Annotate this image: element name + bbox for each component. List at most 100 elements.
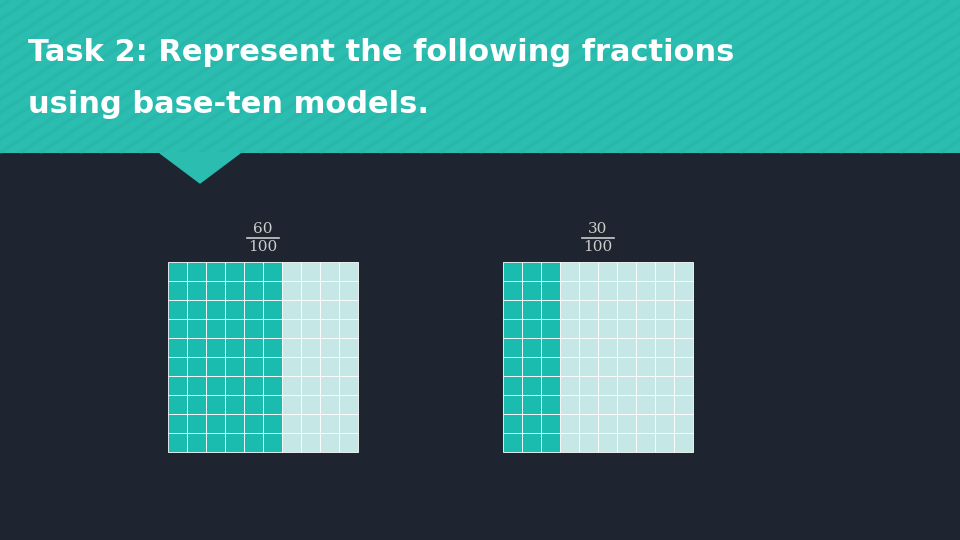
Bar bbox=[0, 0, 960, 153]
Bar bbox=[168, 376, 187, 395]
Bar bbox=[187, 300, 206, 319]
Bar bbox=[263, 300, 282, 319]
Bar bbox=[636, 376, 655, 395]
Bar bbox=[655, 281, 674, 300]
Text: 100: 100 bbox=[584, 240, 612, 254]
Text: Task 2: Represent the following fractions: Task 2: Represent the following fraction… bbox=[28, 38, 734, 67]
Bar bbox=[522, 319, 541, 338]
Bar bbox=[560, 300, 579, 319]
Bar bbox=[282, 338, 301, 357]
Bar bbox=[282, 357, 301, 376]
Bar bbox=[598, 395, 617, 414]
Bar bbox=[560, 376, 579, 395]
Bar bbox=[187, 433, 206, 452]
Bar bbox=[225, 300, 244, 319]
Bar bbox=[225, 262, 244, 281]
Bar bbox=[522, 300, 541, 319]
Bar bbox=[617, 395, 636, 414]
Bar bbox=[503, 395, 522, 414]
Bar bbox=[263, 262, 282, 281]
Bar bbox=[617, 376, 636, 395]
Bar bbox=[244, 414, 263, 433]
Bar bbox=[320, 376, 339, 395]
Bar bbox=[617, 414, 636, 433]
Bar bbox=[655, 376, 674, 395]
Bar bbox=[674, 319, 693, 338]
Bar bbox=[579, 281, 598, 300]
Bar bbox=[522, 414, 541, 433]
Bar bbox=[301, 433, 320, 452]
Bar bbox=[560, 319, 579, 338]
Bar bbox=[225, 414, 244, 433]
Bar bbox=[244, 281, 263, 300]
Bar bbox=[655, 433, 674, 452]
Bar bbox=[617, 262, 636, 281]
Bar bbox=[560, 357, 579, 376]
Bar bbox=[560, 338, 579, 357]
Bar bbox=[636, 300, 655, 319]
Bar bbox=[301, 395, 320, 414]
Bar bbox=[263, 338, 282, 357]
Bar bbox=[503, 300, 522, 319]
Bar bbox=[522, 433, 541, 452]
Bar bbox=[301, 338, 320, 357]
Bar bbox=[503, 338, 522, 357]
Bar bbox=[541, 433, 560, 452]
Bar bbox=[225, 357, 244, 376]
Bar bbox=[598, 338, 617, 357]
Bar bbox=[168, 262, 187, 281]
Bar bbox=[320, 433, 339, 452]
Bar bbox=[560, 262, 579, 281]
Bar bbox=[598, 281, 617, 300]
Text: 60: 60 bbox=[253, 222, 273, 236]
Bar bbox=[579, 414, 598, 433]
Bar bbox=[503, 319, 522, 338]
Bar bbox=[636, 262, 655, 281]
Bar bbox=[263, 319, 282, 338]
Bar bbox=[320, 395, 339, 414]
Bar bbox=[320, 300, 339, 319]
Bar bbox=[503, 414, 522, 433]
Bar bbox=[206, 262, 225, 281]
Bar bbox=[187, 395, 206, 414]
Bar bbox=[541, 357, 560, 376]
Bar bbox=[579, 433, 598, 452]
Bar bbox=[263, 376, 282, 395]
Bar bbox=[598, 262, 617, 281]
Bar bbox=[320, 262, 339, 281]
Bar bbox=[206, 357, 225, 376]
Bar bbox=[263, 433, 282, 452]
Bar bbox=[560, 395, 579, 414]
Bar bbox=[598, 319, 617, 338]
Bar bbox=[187, 357, 206, 376]
Text: 100: 100 bbox=[249, 240, 277, 254]
Bar bbox=[187, 414, 206, 433]
Bar bbox=[598, 414, 617, 433]
Bar bbox=[301, 357, 320, 376]
Bar bbox=[263, 357, 282, 376]
Bar bbox=[617, 319, 636, 338]
Bar bbox=[225, 395, 244, 414]
Bar bbox=[579, 319, 598, 338]
Bar bbox=[636, 338, 655, 357]
Bar bbox=[655, 414, 674, 433]
Bar bbox=[339, 281, 358, 300]
Bar bbox=[244, 376, 263, 395]
Bar bbox=[674, 300, 693, 319]
Bar bbox=[541, 395, 560, 414]
Bar bbox=[503, 357, 522, 376]
Bar bbox=[187, 376, 206, 395]
Bar bbox=[225, 338, 244, 357]
Bar bbox=[206, 338, 225, 357]
Bar bbox=[339, 433, 358, 452]
Bar bbox=[301, 300, 320, 319]
Bar bbox=[636, 357, 655, 376]
Bar bbox=[522, 281, 541, 300]
Bar bbox=[301, 262, 320, 281]
Bar bbox=[617, 300, 636, 319]
Bar bbox=[522, 338, 541, 357]
Bar bbox=[503, 433, 522, 452]
Bar bbox=[320, 357, 339, 376]
Bar bbox=[541, 300, 560, 319]
Bar bbox=[339, 338, 358, 357]
